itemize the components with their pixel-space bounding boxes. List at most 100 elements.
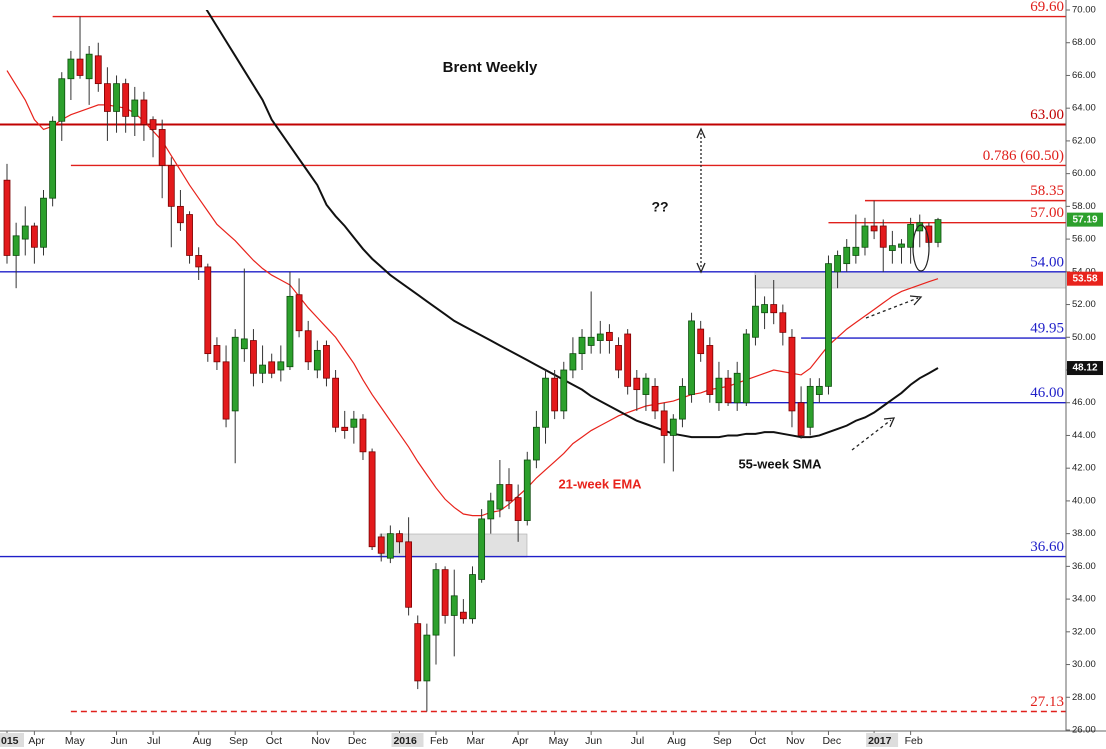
- x-tick-label: Feb: [430, 735, 448, 747]
- candle-body: [888, 245, 896, 251]
- candle-body: [85, 53, 93, 80]
- candle-body: [770, 304, 778, 314]
- candle-body: [651, 385, 659, 412]
- candle-body: [167, 165, 175, 207]
- y-tick-label: 66.00: [1072, 70, 1096, 81]
- price-tag: [1067, 212, 1103, 227]
- candle-body: [688, 320, 695, 395]
- x-tick-label: Jun: [585, 735, 602, 747]
- x-tick-label: Mar: [467, 735, 486, 747]
- candle-body: [377, 536, 385, 554]
- candle-body: [706, 345, 714, 395]
- candle-body: [879, 225, 887, 248]
- y-tick-label: 56.00: [1072, 234, 1096, 245]
- series-label: 21-week EMA: [558, 476, 642, 491]
- candle-body: [58, 78, 66, 122]
- candle-body: [277, 361, 285, 371]
- candle-body: [496, 484, 504, 510]
- level-label: 36.60: [1030, 539, 1064, 555]
- candle-body: [596, 333, 604, 341]
- candle-body: [569, 353, 577, 371]
- candle-body: [158, 129, 166, 166]
- level-label: 63.00: [1030, 107, 1064, 123]
- candle-body: [806, 385, 814, 428]
- candle-body: [542, 377, 549, 428]
- candle-body: [615, 345, 622, 371]
- y-tick-label: 36.00: [1072, 561, 1096, 572]
- y-tick-label: 60.00: [1072, 168, 1096, 179]
- y-tick-label: 50.00: [1072, 332, 1096, 343]
- candle-body: [386, 533, 394, 559]
- candle-body: [149, 119, 157, 130]
- y-tick-label: 30.00: [1072, 659, 1096, 670]
- candle-body: [578, 336, 586, 355]
- candle-body: [606, 331, 613, 341]
- candle-body: [624, 333, 632, 387]
- level-label: 0.786 (60.50): [983, 148, 1064, 164]
- candle-body: [852, 246, 860, 256]
- candle-body: [642, 377, 650, 395]
- candle-body: [779, 312, 787, 333]
- arrow-head: [696, 127, 706, 274]
- x-tick-label: 2017: [868, 735, 892, 747]
- trend-arrow: [851, 419, 892, 451]
- arrow-head: [883, 417, 896, 428]
- candle-body: [514, 497, 522, 521]
- candle-body: [177, 205, 184, 224]
- x-tick-label: May: [549, 735, 570, 747]
- candle-body: [359, 418, 367, 453]
- candle-body: [259, 364, 266, 374]
- x-tick-label: Sep: [713, 735, 732, 747]
- x-tick-label: Sep: [229, 735, 248, 747]
- candle-body: [761, 304, 768, 314]
- candle-body: [752, 305, 759, 338]
- candle-body: [414, 623, 422, 682]
- candle-body: [94, 55, 102, 85]
- candle-body: [532, 426, 540, 461]
- candle-body: [323, 345, 330, 379]
- x-tick-label: Dec: [822, 735, 841, 747]
- x-tick-label: Jun: [111, 735, 128, 747]
- candle-body: [140, 99, 148, 125]
- candle-body: [478, 518, 486, 580]
- y-tick-label: 52.00: [1072, 299, 1096, 310]
- series-label: 55-week SMA: [738, 456, 822, 471]
- candle-body: [450, 595, 458, 616]
- x-tick-label: Jul: [631, 735, 644, 747]
- candle-body: [76, 58, 84, 76]
- candle-body: [660, 410, 668, 436]
- y-tick-label: 68.00: [1072, 37, 1096, 48]
- y-tick-label: 70.00: [1072, 5, 1096, 16]
- candle-body: [560, 369, 568, 412]
- x-tick-label: Aug: [667, 735, 686, 747]
- x-tick-label: Dec: [348, 735, 367, 747]
- candle-body: [843, 246, 851, 265]
- x-tick-label: Nov: [311, 735, 330, 747]
- candle-body: [815, 385, 823, 395]
- candle-body: [788, 336, 796, 412]
- chart-title: Brent Weekly: [443, 59, 538, 76]
- x-tick-label: Nov: [786, 735, 805, 747]
- y-tick-label: 38.00: [1072, 528, 1096, 539]
- x-tick-label: Aug: [193, 735, 212, 747]
- price-tag: [1067, 271, 1103, 286]
- indicator-line: [205, 10, 939, 439]
- candle-body: [204, 266, 212, 355]
- candle-body: [240, 338, 248, 350]
- candle-body: [679, 385, 686, 420]
- x-tick-label: Apr: [28, 735, 45, 747]
- level-label: 27.13: [1030, 694, 1064, 710]
- candle-body: [396, 533, 403, 543]
- candle-body: [587, 336, 595, 346]
- candle-body: [295, 294, 303, 332]
- arrow-head: [909, 295, 923, 306]
- year-badge: [0, 733, 24, 747]
- candle-body: [825, 263, 832, 387]
- y-tick-label: 28.00: [1072, 692, 1096, 703]
- candle-body: [459, 611, 467, 620]
- y-tick-label: 46.00: [1072, 397, 1096, 408]
- candle-body: [67, 58, 75, 80]
- candle-body: [186, 214, 193, 256]
- candle-body: [332, 377, 339, 428]
